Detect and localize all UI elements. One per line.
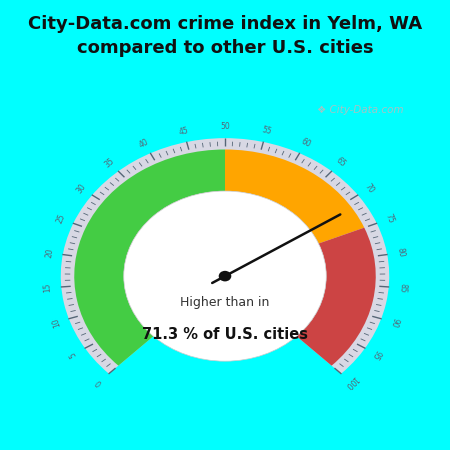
Text: 60: 60 [299,137,312,149]
Text: 50: 50 [220,122,230,131]
Circle shape [219,271,231,281]
Wedge shape [225,149,364,243]
Text: 40: 40 [138,137,151,149]
Text: 65: 65 [334,156,347,169]
Wedge shape [61,138,389,374]
Text: 100: 100 [342,374,359,390]
Text: 30: 30 [75,182,88,195]
Text: 71.3 % of U.S. cities: 71.3 % of U.S. cities [142,327,308,342]
Text: 90: 90 [388,316,400,328]
Text: ❖ City-Data.com: ❖ City-Data.com [317,105,403,115]
Text: 0: 0 [94,377,104,387]
Wedge shape [297,228,376,366]
Text: 85: 85 [397,283,407,293]
Text: City-Data.com crime index in Yelm, WA
compared to other U.S. cities: City-Data.com crime index in Yelm, WA co… [28,15,422,57]
Text: 80: 80 [396,248,406,258]
Circle shape [124,191,326,361]
Text: 35: 35 [103,156,116,169]
Text: 25: 25 [55,213,67,225]
Text: 10: 10 [50,316,62,328]
Text: 70: 70 [362,182,375,195]
Text: 55: 55 [261,126,272,136]
Text: 20: 20 [44,248,54,258]
Text: 15: 15 [43,283,53,293]
Text: 75: 75 [383,213,395,225]
Wedge shape [74,149,225,366]
Text: Higher than in: Higher than in [180,296,270,309]
Text: 45: 45 [178,126,189,136]
Text: 5: 5 [68,350,79,359]
Text: 95: 95 [370,348,383,360]
